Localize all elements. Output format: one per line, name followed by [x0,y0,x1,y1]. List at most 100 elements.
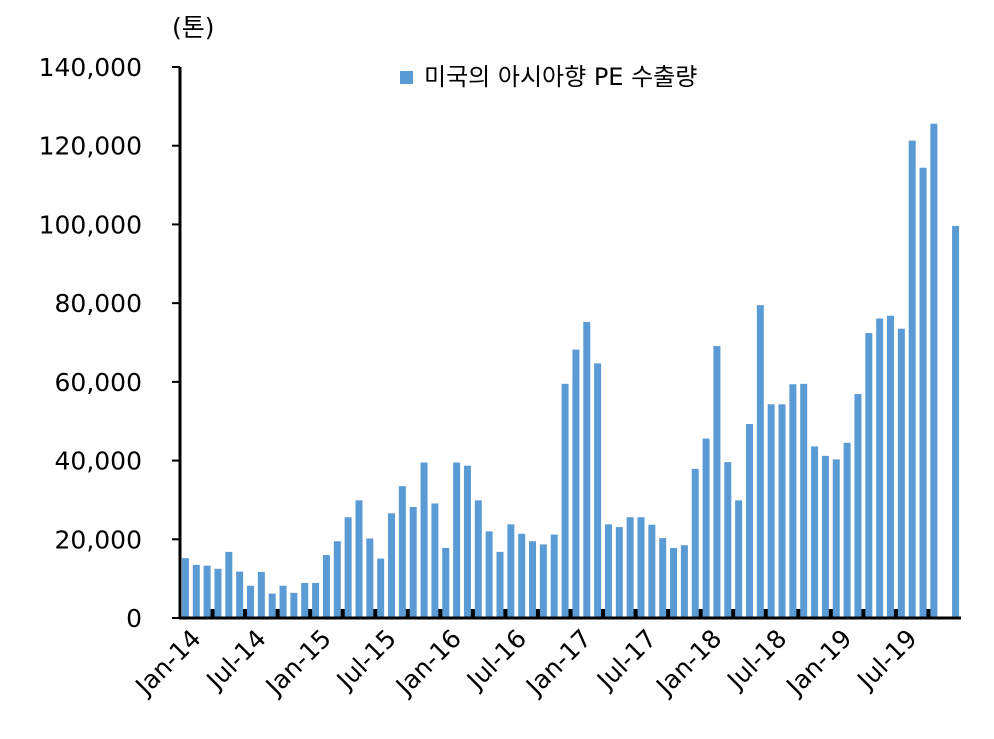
bar [789,384,797,618]
bar [800,383,808,618]
baseline-marker [926,609,931,618]
bar [225,551,233,618]
y-tick-label: 80,000 [55,289,142,318]
bar [539,544,547,618]
bar [670,547,678,618]
bar [442,547,450,618]
bar [876,318,884,618]
baseline-marker [340,609,345,618]
bar [680,545,688,618]
bar [355,500,363,618]
bar [214,568,222,618]
bar [952,226,960,618]
bar [453,462,461,618]
bar-series [181,123,960,619]
legend: 미국의 아시아향 PE 수출량 [400,63,697,91]
bar [507,524,515,618]
x-axis-ticks: Jan-14Jul-14Jan-15Jul-15Jan-16Jul-16Jan-… [129,624,923,702]
y-tick-label: 0 [126,604,142,633]
bar [691,468,699,618]
x-tick-label: Jan-18 [649,624,727,702]
baseline-marker [633,609,638,618]
x-tick-label: Jul-19 [850,624,922,696]
x-tick-label: Jan-15 [259,624,337,702]
bar [702,438,710,618]
baseline-marker [731,609,736,618]
bar [572,349,580,618]
bar [322,555,330,618]
baseline-marker [243,609,248,618]
baseline-marker [503,609,508,618]
baseline-marker [828,609,833,618]
y-axis-ticks: 0 20,000 40,000 60,000 80,000 100,000 120,000 1… [39,53,142,633]
bar [604,524,612,618]
baseline-marker [861,609,866,618]
bar [463,465,471,618]
baseline-marker [308,609,313,618]
bar [388,513,396,618]
bar [181,558,189,618]
bar [268,593,276,618]
bar [312,582,320,618]
bar [474,500,482,618]
bar [637,517,645,618]
baseline-marker [893,609,898,618]
bar [333,541,341,618]
legend-label: 미국의 아시아향 PE 수출량 [424,63,697,91]
bar [192,564,200,618]
x-tick-label: Jul-17 [590,624,662,696]
legend-swatch [400,71,413,84]
bar [832,459,840,618]
x-tick-label: Jul-16 [460,624,532,696]
x-tick-label: Jan-16 [389,624,467,702]
x-tick-label: Jul-18 [720,624,792,696]
bar [257,571,265,618]
bar [615,527,623,618]
bar [529,541,537,618]
baseline-marker [568,609,573,618]
bar [756,305,764,618]
baseline-marker [535,609,540,618]
y-tick-label: 20,000 [55,525,142,554]
baseline-marker [796,609,801,618]
bar [919,167,927,619]
x-tick-label: Jan-14 [129,624,207,702]
bar [745,423,753,618]
baseline-marker [763,609,768,618]
bar [518,533,526,618]
y-tick-label: 60,000 [55,368,142,397]
bar [648,524,656,618]
baseline-marker [698,609,703,618]
y-tick-label: 40,000 [55,447,142,476]
bar [930,123,938,618]
bar [203,565,211,618]
bar [290,592,298,618]
bar [377,558,385,618]
y-tick-label: 120,000 [39,132,142,161]
bar [550,534,558,618]
bar [485,531,493,618]
x-tick-label: Jul-15 [330,624,402,696]
bar [811,446,819,618]
bar [594,363,602,618]
axes [172,66,961,620]
bar [865,333,873,618]
bar [626,517,634,618]
bar [496,551,504,618]
baseline-marker [438,609,443,618]
x-tick-label: Jan-19 [779,624,857,702]
bar [821,455,829,618]
bar [659,538,667,618]
bar [409,507,417,618]
bar [713,346,721,618]
bar [886,315,894,618]
bar [854,394,862,618]
bar [908,140,916,619]
bar [366,538,374,618]
baseline-marker [470,609,475,618]
baseline-markers [210,609,931,618]
bar [778,404,786,618]
bar [843,442,851,618]
